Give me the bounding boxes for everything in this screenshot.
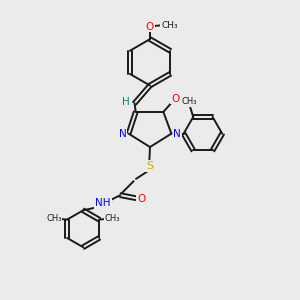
Text: CH₃: CH₃ (46, 214, 62, 223)
Text: N: N (173, 129, 181, 139)
Text: CH₃: CH₃ (161, 21, 178, 30)
Text: N: N (119, 129, 127, 139)
Text: S: S (146, 161, 153, 171)
Text: CH₃: CH₃ (105, 214, 120, 223)
Text: O: O (137, 194, 145, 204)
Text: NH: NH (95, 199, 111, 208)
Text: H: H (122, 97, 130, 107)
Text: CH₃: CH₃ (181, 97, 197, 106)
Text: O: O (146, 22, 154, 32)
Text: O: O (171, 94, 179, 103)
